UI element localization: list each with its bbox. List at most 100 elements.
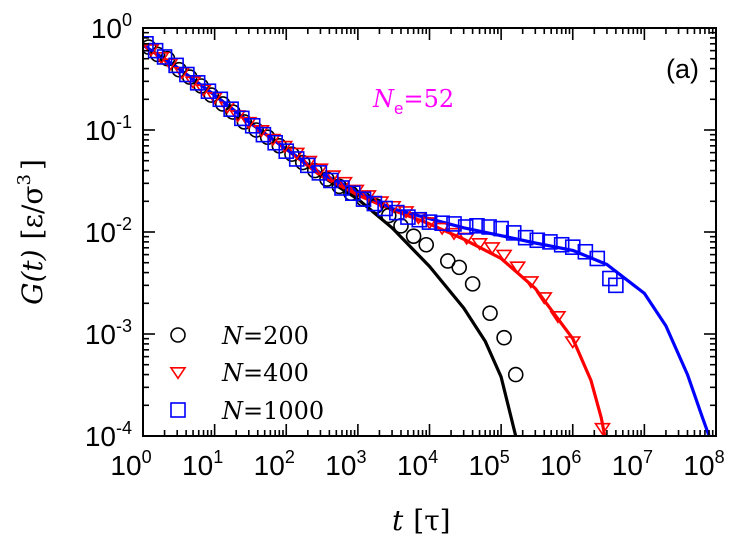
point-1000 bbox=[255, 126, 272, 143]
y-axis-title: G(t) [ε/σ3] bbox=[14, 159, 49, 305]
x-tick-base: 10 bbox=[612, 450, 643, 481]
point-1000 bbox=[542, 234, 558, 250]
point-400 bbox=[252, 125, 270, 138]
point-400 bbox=[324, 170, 342, 183]
y-tick-label: 100 bbox=[91, 10, 132, 44]
point-1000 bbox=[366, 195, 383, 212]
data-markers bbox=[143, 35, 624, 436]
y-axis-var: G(t) bbox=[16, 249, 49, 304]
point-200 bbox=[507, 366, 524, 383]
point-400 bbox=[445, 227, 463, 241]
x-tick-base: 10 bbox=[254, 450, 285, 481]
y-axis-unit: [ε/σ bbox=[16, 185, 49, 239]
point-400 bbox=[300, 155, 318, 169]
point-1000 bbox=[608, 277, 624, 294]
point-1000 bbox=[156, 49, 173, 65]
point-200 bbox=[294, 154, 311, 171]
y-tick-base: 10 bbox=[91, 13, 122, 44]
legend-val: 1000 bbox=[263, 397, 324, 425]
point-1000 bbox=[389, 204, 405, 221]
point-1000 bbox=[446, 216, 462, 232]
point-1000 bbox=[223, 101, 239, 117]
point-400 bbox=[509, 261, 527, 275]
point-1000 bbox=[200, 83, 217, 100]
point-1000 bbox=[553, 236, 570, 253]
legend-marker-400 bbox=[169, 366, 187, 380]
x-tick-base: 10 bbox=[397, 450, 428, 481]
point-1000 bbox=[400, 209, 416, 225]
point-1000 bbox=[334, 180, 350, 196]
y-tick-exp: -1 bbox=[116, 112, 132, 132]
y-axis-unit-close: ] bbox=[16, 159, 49, 170]
point-400 bbox=[335, 176, 353, 190]
point-1000 bbox=[212, 91, 229, 108]
point-1000 bbox=[457, 219, 474, 235]
point-400 bbox=[549, 311, 567, 324]
y-tick-label: 10-2 bbox=[85, 214, 132, 248]
y-tick-exp: 0 bbox=[122, 10, 132, 30]
y-tick-base: 10 bbox=[85, 217, 116, 248]
x-tick-label: 108 bbox=[683, 447, 724, 481]
axis-ticks: 100 101 102 103 104 105 106 107 10810010-110-210… bbox=[85, 10, 725, 481]
x-tick-label: 104 bbox=[397, 447, 438, 481]
point-400 bbox=[264, 133, 282, 147]
legend-var: N bbox=[221, 397, 244, 425]
legend-marker-1000 bbox=[170, 402, 186, 418]
legend-val: 400 bbox=[263, 359, 309, 387]
point-1000 bbox=[267, 134, 283, 151]
point-1000 bbox=[517, 229, 534, 246]
x-tick-label: 103 bbox=[325, 447, 366, 481]
x-tick-exp: 2 bbox=[285, 447, 295, 467]
point-1000 bbox=[421, 214, 438, 230]
legend-eq: = bbox=[243, 322, 263, 350]
point-400 bbox=[564, 336, 582, 349]
x-axis-title: t [τ] bbox=[392, 504, 451, 537]
point-400 bbox=[495, 249, 513, 263]
point-1000 bbox=[179, 66, 195, 83]
x-axis-unit: [τ] bbox=[413, 504, 450, 537]
legend-var: N bbox=[221, 359, 244, 387]
point-400 bbox=[397, 206, 415, 219]
point-1000 bbox=[493, 220, 509, 237]
point-1000 bbox=[189, 75, 206, 91]
point-200 bbox=[418, 236, 435, 253]
legend-marker-200 bbox=[170, 327, 186, 343]
x-tick-base: 10 bbox=[469, 450, 500, 481]
point-400 bbox=[433, 222, 451, 236]
ne-var: N bbox=[372, 85, 395, 113]
x-tick-exp: 8 bbox=[715, 447, 725, 467]
legend-label-400: N=400 bbox=[221, 359, 309, 387]
x-tick-exp: 1 bbox=[213, 447, 223, 467]
point-400 bbox=[522, 276, 540, 289]
point-1000 bbox=[377, 200, 393, 217]
panel-label: (a) bbox=[666, 54, 699, 84]
x-tick-label: 106 bbox=[540, 447, 581, 481]
x-tick-label: 107 bbox=[612, 447, 653, 481]
point-400 bbox=[276, 140, 294, 154]
point-1000 bbox=[244, 117, 261, 134]
x-tick-label: 102 bbox=[254, 447, 295, 481]
point-1000 bbox=[355, 191, 372, 207]
point-1000 bbox=[529, 232, 546, 249]
point-1000 bbox=[411, 211, 428, 228]
y-axis-unit-exp: 3 bbox=[14, 174, 35, 185]
point-200 bbox=[451, 259, 468, 276]
x-tick-base: 10 bbox=[182, 450, 213, 481]
x-tick-label: 101 bbox=[182, 447, 223, 481]
point-200 bbox=[405, 228, 422, 244]
legend-label-1000: N=1000 bbox=[221, 397, 324, 425]
y-tick-label: 10-1 bbox=[85, 112, 132, 146]
point-1000 bbox=[168, 57, 184, 74]
point-200 bbox=[284, 146, 300, 162]
point-1000 bbox=[469, 218, 485, 234]
x-tick-label: 100 bbox=[110, 447, 151, 481]
x-tick-exp: 5 bbox=[500, 447, 510, 467]
legend-eq: = bbox=[243, 397, 263, 425]
point-400 bbox=[311, 163, 329, 177]
y-tick-label: 10-3 bbox=[85, 316, 132, 350]
x-tick-base: 10 bbox=[540, 450, 571, 481]
y-tick-base: 10 bbox=[85, 421, 116, 452]
point-400 bbox=[535, 292, 553, 305]
